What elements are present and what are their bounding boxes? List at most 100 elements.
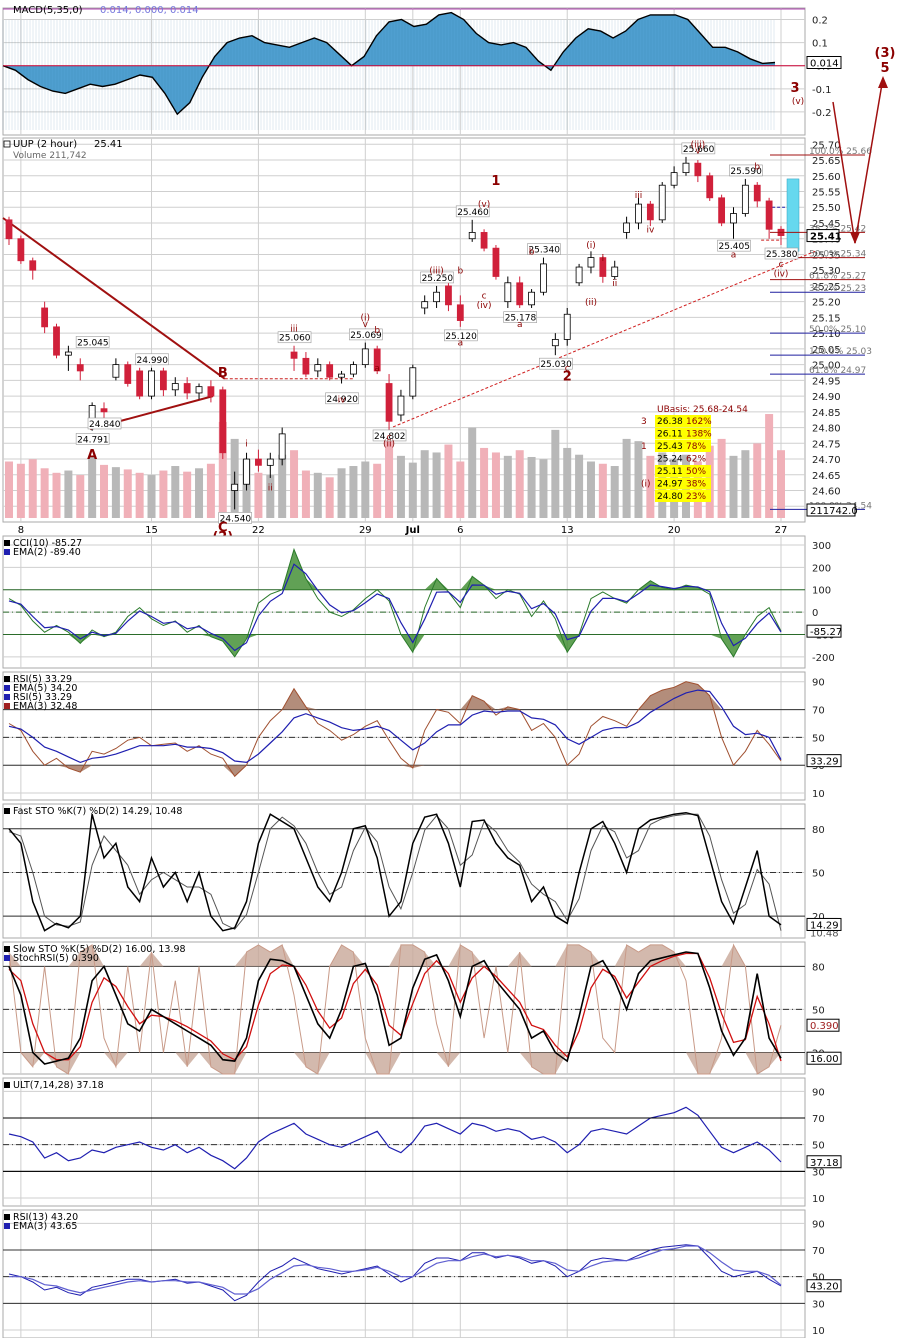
candle <box>528 291 535 306</box>
fib-box-pct: 162% <box>686 417 712 427</box>
price-label-box <box>420 271 454 284</box>
volume-bar <box>52 472 61 518</box>
wave-label: c <box>482 292 487 302</box>
x-axis-label: 22 <box>252 525 265 536</box>
price-label: 25.030 <box>540 360 572 370</box>
candle <box>17 238 25 262</box>
macd-current-box <box>806 55 842 69</box>
wave-label: i <box>602 254 605 264</box>
candle <box>409 367 417 397</box>
fib-box-value: 26.11 <box>657 430 683 440</box>
candle <box>753 184 761 202</box>
rsi13-ytick-label: 30 <box>812 1299 825 1310</box>
rsi13-legend-swatch <box>4 1214 10 1220</box>
wave-label: a <box>517 320 523 330</box>
volume-bar <box>135 472 144 518</box>
volume-bar <box>468 427 477 518</box>
fast-sto-d-line <box>8 813 782 931</box>
macd-line <box>2 11 776 116</box>
candle <box>397 395 405 416</box>
ult-ytick-label: 10 <box>812 1194 825 1205</box>
forecast-wave-label: (v) <box>792 97 804 107</box>
ult-ytick-label: 70 <box>812 1114 825 1125</box>
x-axis-label: 15 <box>145 525 158 536</box>
faststo-current-value: 14.29 <box>810 920 839 931</box>
price-label: 25.069 <box>350 331 382 341</box>
rsi5-legend-swatch <box>4 676 10 682</box>
price-ytick-label: 24.90 <box>812 392 841 403</box>
candle <box>646 203 654 221</box>
faststo-ytick-label: 50 <box>812 868 825 879</box>
last-price-value: 25.41 <box>810 232 842 243</box>
fast-sto-k-line <box>8 811 782 932</box>
candle <box>278 433 286 460</box>
volume-bar <box>420 450 429 518</box>
slowsto-legend-swatch <box>4 946 10 952</box>
candle <box>623 222 630 233</box>
forecast-arrowhead-down <box>850 232 860 244</box>
fib-box-pct: 38% <box>686 480 706 490</box>
candle <box>195 386 203 394</box>
volume-bar <box>646 455 655 518</box>
price-ytick-label: 25.05 <box>812 345 841 356</box>
candle <box>670 172 678 186</box>
candle <box>540 263 547 293</box>
target-zone-box <box>786 178 800 252</box>
fib-box-highlight <box>655 477 711 490</box>
candle <box>112 364 120 378</box>
price-label: 25.120 <box>445 332 477 342</box>
rsi5-legend-entry: EMA(5) 34.20 <box>13 683 77 694</box>
rsi13-ytick-label: 50 <box>812 1273 825 1284</box>
ult-current-box <box>806 1155 842 1169</box>
price-ytick-label: 24.65 <box>812 471 841 482</box>
candle <box>53 326 60 356</box>
fib-box-mark: 1 <box>641 442 647 452</box>
wave-label: 1 <box>491 174 500 189</box>
slowsto-current-box <box>806 1051 842 1065</box>
x-axis-label: 27 <box>775 525 788 536</box>
rsi13-current-box <box>806 1279 842 1293</box>
fib-box-pct: 50% <box>686 467 706 477</box>
candle <box>492 247 500 277</box>
volume-bar <box>373 463 382 518</box>
slowsto-legend-entry: StochRSI(5) 0.390 <box>13 953 99 964</box>
macd-ytick-label: -0.1 <box>812 85 832 96</box>
volume-bar <box>76 475 85 518</box>
volume-bar <box>610 466 619 518</box>
candle <box>231 483 239 491</box>
macd-ytick-label: 0.2 <box>812 16 828 27</box>
price-label-box <box>681 142 716 155</box>
faststo-current-d: 10.48 <box>810 928 839 939</box>
wave-label: a <box>731 251 737 261</box>
fib-box-highlight <box>655 415 711 427</box>
fib-box-header: UBasis: 25.68-24.54 <box>657 405 748 415</box>
wave-label: a <box>458 339 464 349</box>
candle <box>611 266 619 277</box>
macd-ytick-label: -0.2 <box>812 108 832 119</box>
price-ytick-label: 25.10 <box>812 329 841 340</box>
cci-current-value: -85.27 <box>810 627 842 638</box>
wave-label: (iv) <box>774 269 789 279</box>
price-label: 24.990 <box>137 356 169 366</box>
volume-bar <box>16 463 25 518</box>
last-volume-value: 211742.0 <box>810 506 858 517</box>
candle <box>41 307 49 328</box>
volume-bar <box>5 461 13 518</box>
rsi13-ytick-label: 70 <box>812 1246 825 1257</box>
fib-level-label: 100.0% 25.03 <box>809 347 872 357</box>
cci-line <box>8 547 782 658</box>
price-label-box <box>539 357 573 370</box>
candle <box>718 197 726 224</box>
last-volume-box <box>806 503 856 517</box>
price-label-box <box>764 247 799 260</box>
price-panel: 25.7025.6525.6025.5525.5025.4525.4025.35… <box>2 46 895 545</box>
price-ytick-label: 25.20 <box>812 298 841 309</box>
price-label: 24.540 <box>220 514 252 524</box>
ult-ytick-label: 90 <box>812 1087 825 1098</box>
fib-box-highlight <box>655 490 711 502</box>
volume-bar <box>563 447 572 518</box>
